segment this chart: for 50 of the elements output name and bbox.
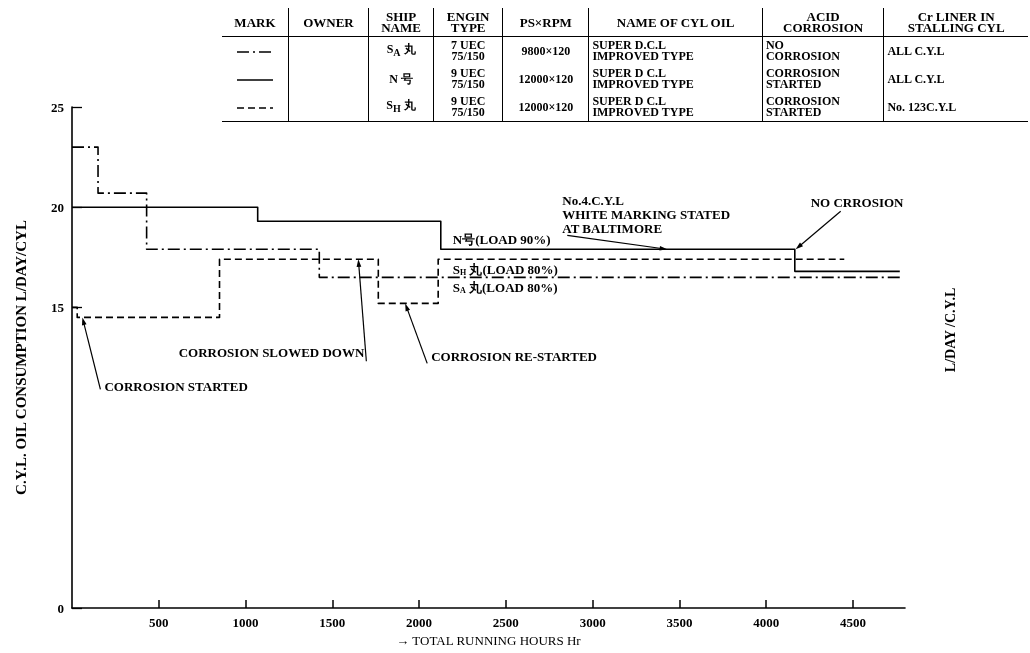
annotation: CORROSION SLOWED DOWN [178, 344, 365, 360]
x-tick-label: 500 [149, 615, 169, 630]
text: SHIP NAME [368, 8, 434, 37]
text: L/DAY /C.Y.L [942, 287, 958, 373]
text: NO CORROSION [762, 36, 884, 65]
x-tick-label: 2000 [406, 615, 433, 630]
text: NAME OF CYL OIL [588, 8, 763, 37]
x-axis-title: → TOTAL RUNNING HOURS Hr [396, 632, 582, 648]
text: ALL C.Y.L [883, 65, 1028, 93]
x-tick-label: 2500 [492, 615, 519, 630]
text: 12000×120 [502, 65, 589, 93]
series-label: SA 丸(LOAD 80%) [452, 279, 558, 295]
annotation: CORROSION RE-STARTED [431, 348, 598, 364]
text: MARK [222, 8, 289, 37]
annotation: S$_{H}$ 丸 [368, 93, 434, 122]
text: 7 UEC 75/150 [433, 36, 503, 65]
series-label: SH 丸(LOAD 80%) [452, 261, 558, 277]
text: PS×RPM [502, 8, 589, 37]
annotation: NO CRROSION [810, 194, 905, 210]
x-tick-label: 4000 [753, 615, 780, 630]
x-tick-label: 3500 [666, 615, 693, 630]
text: OWNER [288, 8, 369, 37]
annotation: SUPER D C.L IMPROVED TYPE [588, 93, 763, 122]
x-tick-label: 1500 [319, 615, 346, 630]
x-tick-label: 1000 [232, 615, 259, 630]
annotation: 9 UEC 75/150 [433, 93, 503, 122]
y-tick-label: 25 [51, 99, 65, 115]
annotation: CORROSION STARTED [762, 93, 884, 122]
text: Cr LINER IN STALLING CYL [883, 8, 1028, 37]
text: S$_{A}$ 丸 [368, 36, 434, 65]
text: N 号 [368, 65, 434, 93]
text: 9800×120 [502, 36, 589, 65]
series-label: N号(LOAD 90%) [452, 232, 551, 248]
annotation: CORROSION STARTED [104, 378, 248, 394]
text: SUPER D C.L IMPROVED TYPE [588, 65, 763, 93]
text: ACID CORROSION [762, 8, 884, 37]
y-tick-label: 15 [51, 299, 65, 315]
annotation: 12000×120 [502, 93, 589, 122]
annotation: No.4.C.Y.L WHITE MARKING STATED AT BALTIMORE [562, 192, 731, 236]
text: ENGIN TYPE [433, 8, 503, 37]
text: CORROSION STARTED [762, 65, 884, 93]
y-axis-title: C.Y.L. OIL CONSUMPTION L/DAY/CYL [12, 220, 29, 495]
x-tick-label: 4500 [839, 615, 866, 630]
text: ALL C.Y.L [883, 36, 1028, 65]
text: SUPER D.C.L IMPROVED TYPE [588, 36, 763, 65]
y-tick-label: 20 [51, 199, 64, 215]
text: 9 UEC 75/150 [433, 65, 503, 93]
annotation: No. 123C.Y.L [883, 93, 1028, 122]
y-tick-label: 0 [57, 600, 64, 616]
x-tick-label: 3000 [579, 615, 606, 630]
